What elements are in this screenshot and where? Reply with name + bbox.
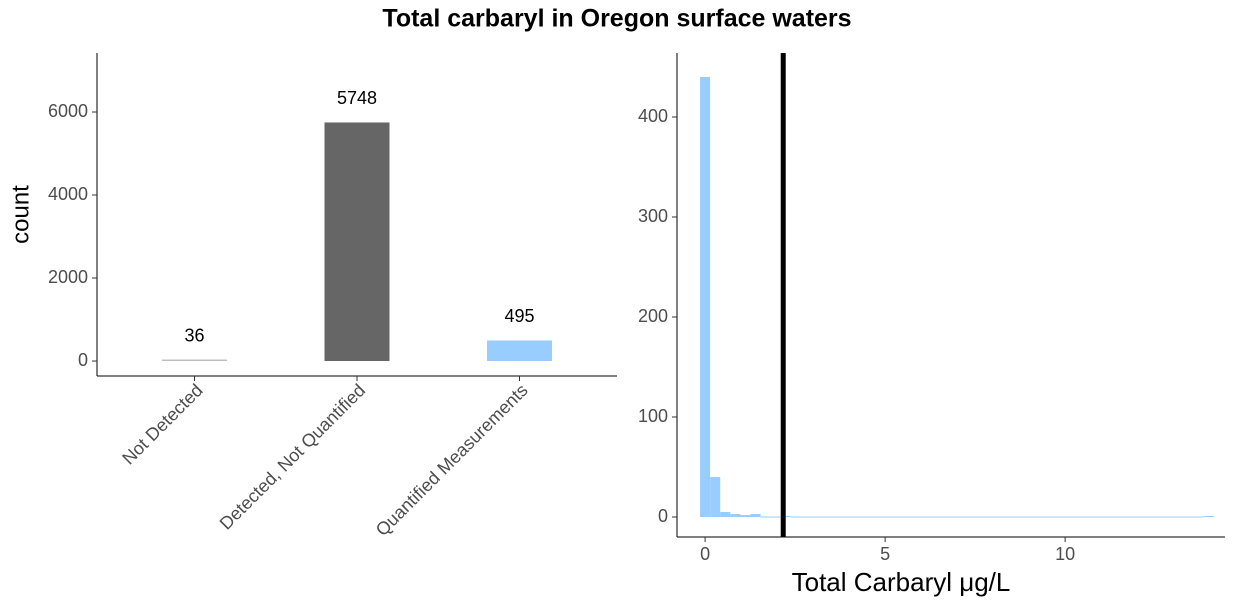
histogram-bar (1183, 516, 1195, 518)
histogram-bar (1103, 516, 1114, 518)
histogram-bar (1133, 516, 1144, 518)
histogram-bar (851, 516, 862, 518)
y-tick-label: 6000 (48, 101, 88, 121)
y-tick-label: 200 (638, 306, 668, 326)
histogram-bar (720, 512, 731, 517)
histogram-bar (1032, 516, 1043, 518)
histogram-bar (730, 514, 741, 517)
y-tick-label: 100 (638, 406, 668, 426)
x-tick-label: Not Detected (118, 380, 206, 468)
x-tick-label: Quantified Measurements (372, 380, 532, 540)
y-tick-label: 300 (638, 206, 668, 226)
histogram-bar (871, 516, 882, 518)
histogram-bar (1022, 516, 1033, 518)
y-tick-label: 0 (658, 506, 668, 526)
histogram-bar (1042, 516, 1053, 518)
histogram-bar (740, 515, 751, 517)
histogram-bar (790, 516, 801, 518)
histogram-bar (841, 516, 852, 518)
value-label: 5748 (337, 88, 377, 108)
y-axis-label: count (7, 185, 34, 244)
x-axis-label: Total Carbaryl μg/L (792, 567, 1011, 597)
x-tick-label: 5 (880, 544, 890, 564)
histogram-bar (810, 516, 822, 518)
histogram-bar (952, 516, 963, 518)
histogram-bar (700, 77, 711, 517)
histogram-bar (1173, 516, 1184, 518)
x-tick-label: Detected, Not Quantified (216, 380, 370, 534)
histogram-bar (891, 516, 902, 518)
histogram-bar (1113, 516, 1124, 518)
histogram-bar (1012, 516, 1023, 518)
histogram-bar (1073, 516, 1084, 518)
histogram-bar (750, 514, 761, 517)
histogram-bar (931, 516, 942, 518)
x-tick-label: 0 (700, 544, 710, 564)
histogram-bar (1083, 516, 1094, 518)
histogram-bar (921, 516, 932, 518)
histogram-bar (1143, 516, 1154, 518)
histogram-bar (1153, 516, 1164, 518)
histogram-bar (821, 516, 832, 518)
value-label: 495 (504, 306, 534, 326)
histogram-bar (760, 516, 771, 518)
y-tick-label: 4000 (48, 184, 88, 204)
histogram-bar (1002, 516, 1013, 518)
y-tick-label: 400 (638, 106, 668, 126)
histogram-bar (1123, 516, 1134, 518)
y-tick-label: 2000 (48, 267, 88, 287)
histogram-bar (831, 516, 842, 518)
histogram-bar (1194, 516, 1205, 518)
histogram-bar (1093, 516, 1104, 518)
histogram-bar (1204, 516, 1215, 517)
bar (324, 122, 390, 362)
value-label: 36 (184, 325, 204, 345)
histogram-bar (992, 516, 1003, 518)
bar (162, 359, 227, 362)
histogram-bar (770, 516, 781, 518)
histogram-bar (962, 516, 973, 518)
histogram-bar (861, 516, 872, 518)
histogram-bar (1163, 516, 1174, 518)
histogram-bar (710, 477, 721, 517)
histogram-bar (901, 516, 912, 518)
histogram-bar (982, 516, 993, 518)
histogram-bar (1052, 516, 1063, 518)
histogram-bar (881, 516, 892, 518)
histogram-bar (972, 516, 983, 518)
histogram-bar (941, 516, 953, 518)
y-tick-label: 0 (78, 350, 88, 370)
histogram-bar (800, 516, 811, 518)
histogram-bar (780, 516, 791, 517)
bar (487, 340, 552, 362)
histogram-bar (1062, 516, 1074, 518)
x-tick-label: 10 (1055, 544, 1075, 564)
figure-title: Total carbaryl in Oregon surface waters (382, 5, 851, 33)
histogram-bar (911, 516, 922, 518)
